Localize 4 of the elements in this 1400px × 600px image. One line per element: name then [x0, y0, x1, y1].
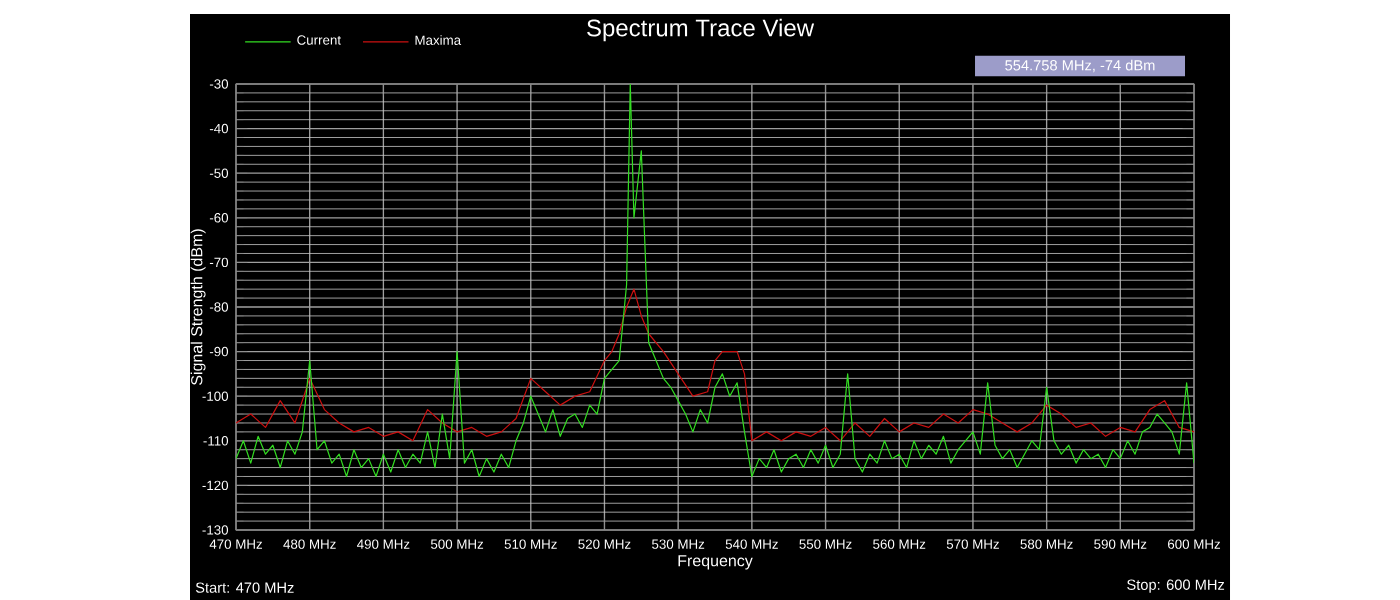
line-series	[236, 288, 1195, 442]
x-axis-title: Frequency	[678, 555, 753, 570]
y-axis-title: Signal Strength (dBm)	[190, 229, 206, 385]
chart-title: Spectrum Trace View	[587, 18, 815, 42]
